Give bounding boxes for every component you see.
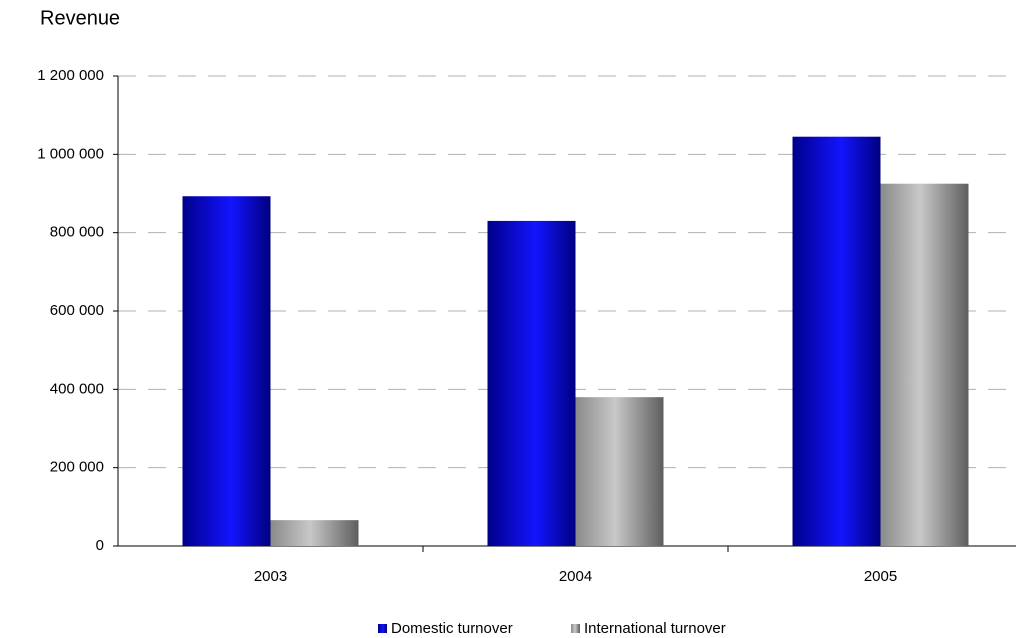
y-tick-label: 600 000 xyxy=(50,302,104,319)
bar xyxy=(792,136,881,547)
y-tick-label: 800 000 xyxy=(50,224,104,241)
y-tick-label: 1 200 000 xyxy=(37,67,104,84)
bar xyxy=(182,196,271,546)
bar xyxy=(880,183,969,547)
legend-label: International turnover xyxy=(584,620,726,637)
bar xyxy=(575,397,664,546)
bar xyxy=(270,520,359,546)
legend-swatch xyxy=(378,624,387,633)
x-tick-label: 2004 xyxy=(559,568,592,585)
y-tick-label: 1 000 000 xyxy=(37,145,104,162)
y-tick-label: 0 xyxy=(96,537,104,554)
chart-title: Revenue xyxy=(40,7,120,29)
legend-label: Domestic turnover xyxy=(391,620,513,637)
bar xyxy=(487,220,576,546)
y-tick-label: 200 000 xyxy=(50,459,104,476)
x-tick-label: 2003 xyxy=(254,568,287,585)
legend-swatch xyxy=(571,624,580,633)
y-tick-label: 400 000 xyxy=(50,380,104,397)
x-tick-label: 2005 xyxy=(864,568,897,585)
